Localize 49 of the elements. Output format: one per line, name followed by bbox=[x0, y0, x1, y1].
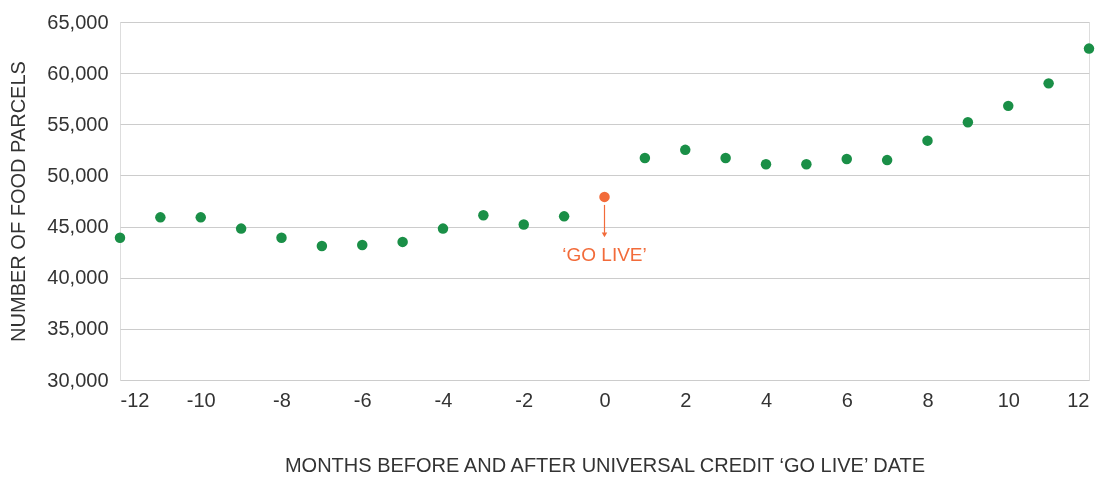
x-tick-label: 2 bbox=[680, 388, 692, 411]
point bbox=[316, 240, 328, 252]
x-tick-label: -4 bbox=[434, 388, 453, 411]
point bbox=[1003, 100, 1014, 112]
point bbox=[1043, 78, 1054, 89]
point bbox=[881, 154, 893, 166]
annotation: ‘GO LIVE’ bbox=[562, 243, 647, 265]
y-tick-label: 50,000 bbox=[47, 163, 109, 186]
x-tick-label: -12 bbox=[120, 388, 150, 411]
y-tick-label: 45,000 bbox=[47, 215, 109, 238]
x-tick-label: 10 bbox=[997, 388, 1020, 411]
y-axis-title: NUMBER OF FOOD PARCELS bbox=[7, 61, 30, 342]
point bbox=[235, 223, 247, 234]
x-tick-label: 0 bbox=[599, 388, 611, 411]
point bbox=[841, 153, 852, 165]
point bbox=[720, 152, 731, 164]
x-axis-title: MONTHS BEFORE AND AFTER UNIVERSAL CREDIT ‘GO LIVE’ DATE bbox=[284, 453, 926, 476]
point bbox=[599, 191, 610, 203]
point bbox=[922, 135, 933, 146]
point bbox=[155, 212, 166, 223]
point bbox=[680, 144, 691, 156]
y-tick-label: 55,000 bbox=[47, 112, 109, 135]
y-tick-label: 35,000 bbox=[47, 317, 109, 340]
y-tick-label: 65,000 bbox=[47, 10, 109, 33]
point bbox=[437, 223, 449, 234]
x-tick-label: -8 bbox=[273, 388, 291, 411]
point bbox=[478, 210, 489, 221]
x-tick-label: -6 bbox=[353, 388, 372, 411]
point bbox=[962, 117, 974, 128]
x-tick-label: -10 bbox=[186, 388, 216, 411]
x-tick-label: -2 bbox=[515, 388, 534, 411]
point bbox=[518, 219, 529, 230]
y-tick-label: 60,000 bbox=[47, 61, 109, 84]
x-tick-label: 12 bbox=[1067, 388, 1090, 411]
x-tick-label: 6 bbox=[841, 388, 853, 411]
y-tick-label: 30,000 bbox=[47, 368, 109, 391]
point bbox=[801, 158, 812, 170]
point bbox=[639, 152, 651, 164]
point bbox=[558, 211, 570, 222]
point bbox=[760, 158, 772, 170]
x-tick-label: 8 bbox=[922, 388, 934, 411]
y-tick-label: 40,000 bbox=[47, 266, 109, 289]
point bbox=[1083, 43, 1095, 54]
point bbox=[357, 239, 368, 251]
point bbox=[397, 236, 408, 248]
point bbox=[276, 232, 287, 244]
point bbox=[195, 212, 206, 223]
point bbox=[114, 232, 126, 244]
x-tick-label: 4 bbox=[760, 388, 773, 411]
